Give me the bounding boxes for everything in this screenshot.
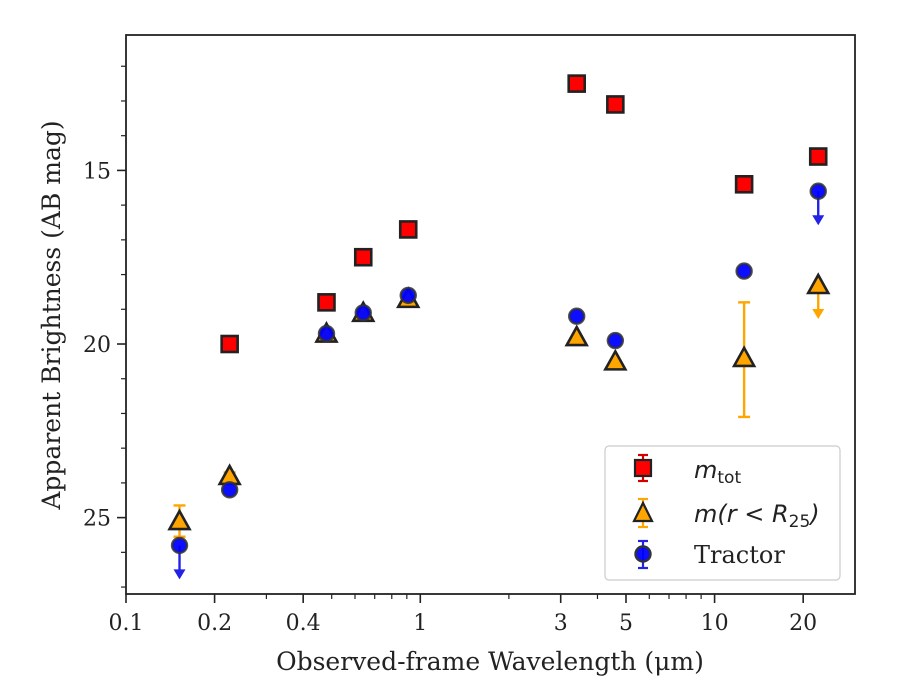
x-tick-label: 0.1 xyxy=(109,611,144,636)
tractor-marker xyxy=(399,286,417,305)
tractor-marker xyxy=(354,304,372,322)
x-tick-label: 20 xyxy=(789,611,817,636)
mr25-marker xyxy=(806,272,831,295)
plot-frame xyxy=(125,34,856,595)
legend-mr25-label: m(r < R25) xyxy=(694,500,820,532)
tractor-marker xyxy=(317,324,336,343)
mtot-marker xyxy=(317,293,336,312)
axes-layer: 0.1 0.2 0.4 1 3 5 10 20 15 20 25 xyxy=(83,65,817,636)
tractor-marker xyxy=(220,481,239,499)
tractor-marker xyxy=(809,182,827,200)
x-tick-label: 0.2 xyxy=(197,611,232,636)
legend-tractor-marker xyxy=(634,545,652,563)
x-tick-label: 0.4 xyxy=(286,611,321,636)
y-tick-label: 20 xyxy=(83,333,111,358)
legend-mtot-label: mtot xyxy=(694,456,741,488)
mr25-upper-limit-arrow-head xyxy=(812,308,825,319)
tractor-upper-limit-arrow-head xyxy=(173,569,186,580)
x-tick-label: 10 xyxy=(701,611,729,636)
tractor-marker xyxy=(606,331,625,350)
x-axis-label: Observed-frame Wavelength (μm) xyxy=(276,647,704,676)
y-tick-label: 25 xyxy=(83,507,111,532)
legend-entry-mr25: m(r < R25) xyxy=(632,497,820,532)
mtot-marker xyxy=(734,174,754,194)
mr25-marker xyxy=(564,324,589,347)
legend-mr25-marker xyxy=(632,500,654,523)
mtot-marker xyxy=(353,247,373,267)
y-tick-label: 15 xyxy=(83,159,111,184)
tractor-marker xyxy=(568,307,586,325)
mr25-marker xyxy=(731,345,757,368)
x-tick-label: 3 xyxy=(554,611,568,636)
mr25-marker xyxy=(167,508,192,531)
legend-tractor-label: Tractor xyxy=(694,541,785,569)
mtot-marker xyxy=(808,147,828,166)
tractor-marker xyxy=(735,262,753,280)
tractor-upper-limit-arrow-head xyxy=(812,215,825,226)
legend-mtot-marker xyxy=(633,458,653,478)
legend: mtot m(r < R25) Tractor xyxy=(604,445,841,581)
tractor-marker xyxy=(170,536,189,555)
mtot-marker xyxy=(606,95,625,114)
x-tick-label: 5 xyxy=(619,611,633,636)
mr25-marker xyxy=(603,348,628,371)
mtot-marker xyxy=(398,220,418,239)
mtot-marker xyxy=(567,74,587,93)
y-axis-label: Apparent Brightness (AB mag) xyxy=(37,120,66,510)
legend-entry-mtot: mtot xyxy=(633,453,741,488)
marks-layer xyxy=(167,74,831,580)
legend-entry-tractor: Tractor xyxy=(634,539,785,570)
x-tick-label: 1 xyxy=(413,611,427,636)
mtot-marker xyxy=(220,334,239,354)
legend-box xyxy=(604,445,841,581)
